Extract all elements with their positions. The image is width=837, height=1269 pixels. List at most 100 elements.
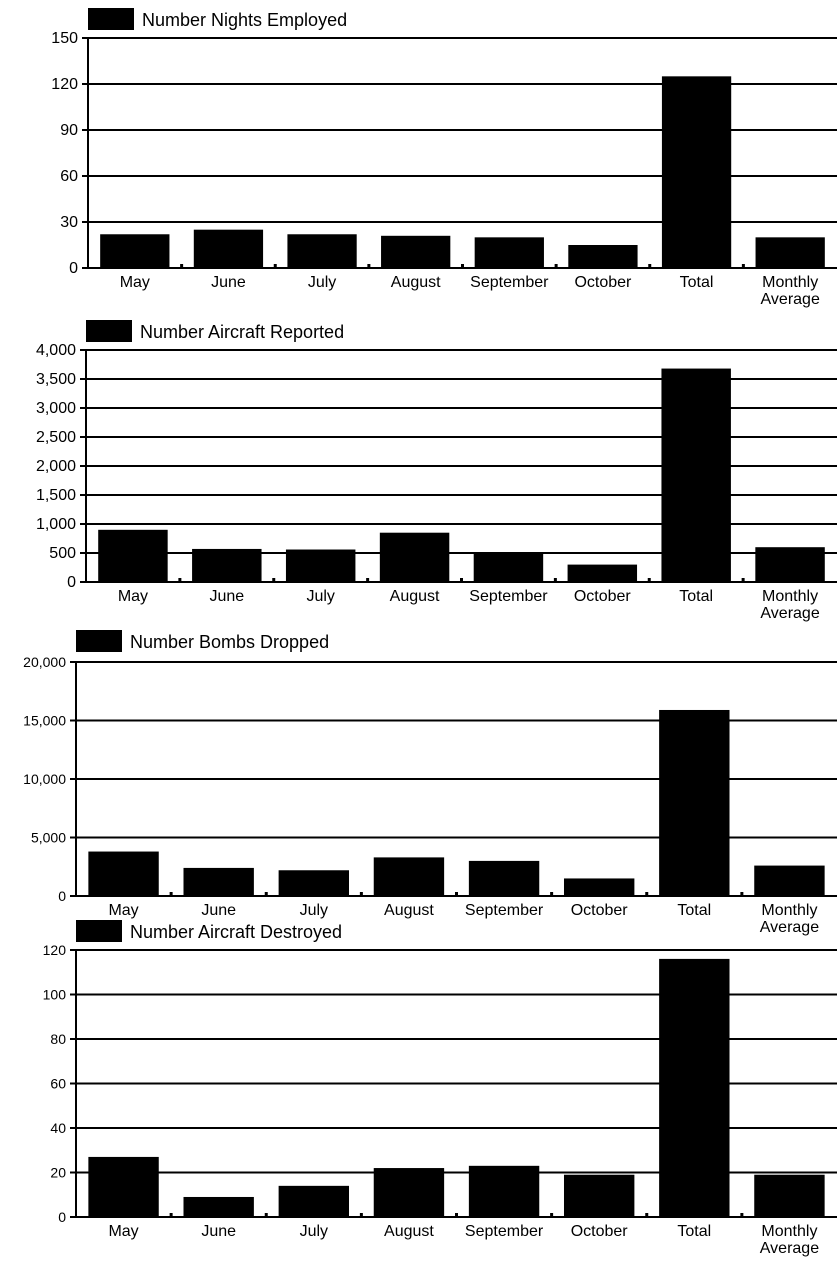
x-tick-label: July <box>308 274 336 291</box>
x-tick-label: Monthly <box>762 274 818 291</box>
x-tick-label: May <box>108 902 138 919</box>
x-tick-label: July <box>300 1223 328 1240</box>
legend-label: Number Aircraft Destroyed <box>130 922 342 942</box>
legend-label: Number Bombs Dropped <box>130 632 329 652</box>
y-tick-label: 90 <box>60 122 78 139</box>
x-tick-mark <box>461 264 464 268</box>
x-tick-label: October <box>571 902 629 919</box>
bar <box>285 549 356 582</box>
y-tick-label: 5,000 <box>31 830 66 846</box>
bar <box>381 235 451 268</box>
y-tick-label: 2,000 <box>36 458 76 475</box>
x-tick-label: May <box>120 274 150 291</box>
bar <box>468 860 540 896</box>
y-tick-label: 1,000 <box>36 516 76 533</box>
bar <box>379 532 450 582</box>
bar <box>473 553 544 582</box>
x-tick-mark <box>359 1213 363 1217</box>
x-tick-label: October <box>574 274 632 291</box>
x-tick-mark <box>460 578 463 582</box>
bar <box>193 229 264 268</box>
chart-panel-2: 0 500 1,000 1,500 2,000 2,500 3,000 3,500 4,000 M… <box>36 320 837 622</box>
x-tick-label: August <box>390 588 440 605</box>
bar <box>192 548 262 582</box>
x-tick-label: Monthly <box>762 588 818 605</box>
legend-swatch <box>76 920 122 942</box>
bar <box>755 237 825 268</box>
bar <box>88 1156 159 1217</box>
y-tick-label: 120 <box>43 942 67 958</box>
y-tick-label: 100 <box>43 987 67 1003</box>
x-tick-label: Total <box>679 588 713 605</box>
x-tick-label: Total <box>677 902 711 919</box>
x-tick-mark <box>645 892 649 896</box>
x-tick-label: June <box>201 902 236 919</box>
chart-panel-4: 0 20 40 60 80 100 120 May June July August Septembe… <box>43 920 837 1257</box>
y-tick-label: 40 <box>50 1120 66 1136</box>
x-tick-mark <box>550 892 554 896</box>
chart-panel-3: 0 5,000 10,000 15,000 20,000 May June July Augus… <box>23 630 837 936</box>
x-tick-mark <box>272 578 276 582</box>
legend-label: Number Nights Employed <box>142 10 347 30</box>
x-tick-mark <box>645 1213 649 1217</box>
x-tick-mark <box>264 892 268 896</box>
x-tick-label: Monthly <box>761 902 817 919</box>
bar <box>754 1174 825 1217</box>
x-tick-mark <box>648 264 652 268</box>
y-tick-label: 1,500 <box>36 487 76 504</box>
x-tick-mark <box>169 1213 173 1217</box>
bar <box>183 867 254 896</box>
x-tick-mark <box>264 1213 268 1217</box>
y-tick-label: 60 <box>50 1076 66 1092</box>
x-tick-label: Average <box>760 1240 819 1257</box>
x-tick-label: May <box>118 588 148 605</box>
x-tick-label: July <box>306 588 334 605</box>
y-tick-label: 0 <box>58 888 66 904</box>
bar <box>98 529 168 582</box>
x-tick-label: Monthly <box>761 1223 817 1240</box>
y-tick-label: 20,000 <box>23 654 66 670</box>
bar <box>287 234 357 268</box>
bar <box>563 1174 635 1217</box>
bar <box>659 958 730 1217</box>
x-tick-label: August <box>391 274 441 291</box>
y-tick-label: 2,500 <box>36 429 76 446</box>
legend-swatch <box>76 630 122 652</box>
bar <box>755 547 825 582</box>
y-tick-label: 20 <box>50 1165 66 1181</box>
x-tick-label: July <box>300 902 328 919</box>
x-tick-label: September <box>465 1223 544 1240</box>
x-tick-mark <box>455 892 458 896</box>
bar <box>659 709 730 896</box>
bar <box>468 1165 540 1217</box>
bar <box>373 857 445 896</box>
x-tick-mark <box>273 264 277 268</box>
x-tick-label: Average <box>760 605 819 622</box>
x-tick-label: Average <box>761 291 820 308</box>
bar <box>100 234 170 268</box>
x-tick-mark <box>647 578 651 582</box>
x-tick-mark <box>740 1213 744 1217</box>
y-tick-label: 3,500 <box>36 371 76 388</box>
x-tick-mark <box>554 264 558 268</box>
y-tick-label: 0 <box>67 574 76 591</box>
legend-label: Number Aircraft Reported <box>140 322 344 342</box>
bar <box>563 878 635 896</box>
legend-swatch <box>86 320 132 342</box>
y-tick-label: 4,000 <box>36 342 76 359</box>
y-tick-label: 15,000 <box>23 713 66 729</box>
x-tick-mark <box>359 892 363 896</box>
bar <box>567 564 638 582</box>
x-tick-mark <box>741 264 745 268</box>
bar <box>661 368 731 582</box>
x-tick-label: June <box>201 1223 236 1240</box>
x-tick-mark <box>741 578 745 582</box>
x-tick-mark <box>455 1213 458 1217</box>
x-tick-label: August <box>384 902 434 919</box>
y-tick-label: 500 <box>49 545 76 562</box>
x-tick-mark <box>740 892 744 896</box>
x-tick-label: August <box>384 1223 434 1240</box>
x-tick-label: September <box>465 902 544 919</box>
bar <box>568 245 638 268</box>
